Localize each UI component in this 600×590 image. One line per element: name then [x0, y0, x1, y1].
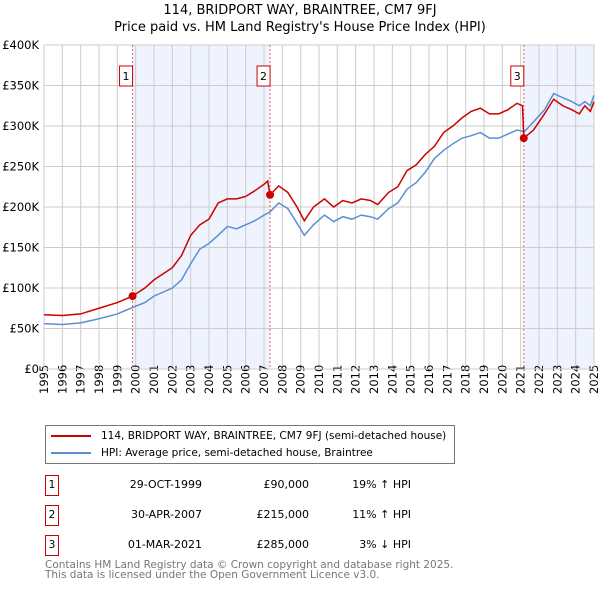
sale-badge: 2 — [45, 505, 59, 526]
chart: 1995 1996 1997 1998 1999 2000 2001 2002 2003 2004… — [2, 38, 600, 394]
x-tick-label: 2005 — [220, 365, 234, 394]
footer-line: This data is licensed under the Open Gov… — [45, 569, 380, 581]
x-tick-label: 1996 — [55, 365, 69, 394]
y-tick-label: £250K — [2, 160, 39, 174]
y-tick-label: £150K — [2, 241, 39, 255]
legend-item-property: 114, BRIDPORT WAY, BRAINTREE, CM7 9FJ (s… — [51, 428, 446, 444]
x-tick-label: 2007 — [257, 365, 271, 394]
x-tick-label: 2018 — [459, 365, 473, 394]
series-line — [43, 98, 595, 317]
x-tick-label: 2025 — [587, 365, 600, 394]
table-row: 1 29-OCT-1999 £90,000 19% ↑ HPI — [45, 475, 445, 496]
sale-price: £90,000 — [263, 478, 310, 491]
x-tick-label: 2000 — [129, 365, 143, 394]
y-tick-label: £300K — [2, 119, 39, 133]
y-tick-label: £100K — [2, 281, 39, 295]
x-tick-label: 2010 — [312, 365, 326, 394]
x-tick-label: 2002 — [165, 365, 179, 394]
plot-border — [43, 44, 595, 370]
legend-swatch — [51, 435, 91, 437]
sale-point — [266, 190, 275, 199]
y-tick-label: £200K — [2, 200, 39, 214]
sale-point — [519, 134, 528, 143]
sale-point — [128, 292, 137, 301]
y-tick-label: £400K — [2, 38, 39, 52]
series-line — [43, 92, 595, 326]
x-tick-label: 2022 — [532, 365, 546, 394]
y-tick-label: £50K — [10, 322, 40, 336]
sale-label: 1 — [123, 70, 130, 83]
sale-label-box — [256, 65, 271, 87]
x-tick-label: 2011 — [330, 365, 344, 394]
sale-date: 01-MAR-2021 — [127, 538, 202, 551]
footer: Contains HM Land Registry data © Crown c… — [45, 559, 454, 581]
sale-date: 30-APR-2007 — [130, 508, 202, 521]
chart-title: 114, BRIDPORT WAY, BRAINTREE, CM7 9FJ — [163, 3, 437, 18]
x-tick-label: 2014 — [385, 365, 399, 394]
x-tick-label: 2003 — [184, 365, 198, 394]
table-row: 3 01-MAR-2021 £285,000 3% ↓ HPI — [45, 535, 445, 556]
x-tick-label: 2021 — [514, 365, 528, 394]
x-tick-label: 1999 — [110, 365, 124, 394]
x-tick-label: 2024 — [569, 365, 583, 394]
sale-hpi: 3% ↓ HPI — [359, 538, 411, 551]
table-row: 2 30-APR-2007 £215,000 11% ↑ HPI — [45, 505, 445, 526]
legend-label: 114, BRIDPORT WAY, BRAINTREE, CM7 9FJ (s… — [101, 430, 447, 442]
x-tick-label: 2023 — [550, 365, 564, 394]
x-tick-label: 2012 — [349, 365, 363, 394]
x-tick-label: 1997 — [74, 365, 88, 394]
x-tick-label: 2001 — [147, 365, 161, 394]
sale-hpi: 19% ↑ HPI — [352, 478, 411, 491]
x-tick-label: 2017 — [440, 365, 454, 394]
x-tick-label: 2020 — [495, 365, 509, 394]
legend-label: HPI: Average price, semi-detached house,… — [101, 447, 373, 459]
sale-label-box — [510, 65, 525, 87]
chart-subtitle: Price paid vs. HM Land Registry's House … — [114, 20, 486, 35]
x-tick-label: 2006 — [239, 365, 253, 394]
x-tick-label: 2008 — [275, 365, 289, 394]
x-tick-label: 1998 — [92, 365, 106, 394]
sale-price: £215,000 — [256, 508, 310, 521]
footer-line: Contains HM Land Registry data © Crown c… — [45, 559, 454, 571]
y-tick-label: £350K — [2, 79, 39, 93]
sale-hpi: 11% ↑ HPI — [352, 508, 411, 521]
sale-label: 2 — [260, 70, 267, 83]
legend: 114, BRIDPORT WAY, BRAINTREE, CM7 9FJ (s… — [45, 425, 455, 464]
x-tick-label: 2009 — [294, 365, 308, 394]
sale-badge: 1 — [45, 475, 59, 496]
sale-price: £285,000 — [256, 538, 310, 551]
x-tick-label: 2016 — [422, 365, 436, 394]
x-tick-label: 2015 — [404, 365, 418, 394]
sale-badge: 3 — [45, 535, 59, 556]
sale-label-box — [119, 65, 134, 87]
y-tick-label: £0 — [24, 362, 39, 376]
x-tick-label: 2013 — [367, 365, 381, 394]
legend-item-hpi: HPI: Average price, semi-detached house,… — [51, 445, 373, 461]
x-tick-label: 2019 — [477, 365, 491, 394]
x-tick-label: 2004 — [202, 365, 216, 394]
x-tick-label: 1995 — [37, 365, 51, 394]
sale-label: 3 — [514, 70, 521, 83]
legend-swatch — [51, 452, 91, 454]
sale-date: 29-OCT-1999 — [129, 478, 202, 491]
